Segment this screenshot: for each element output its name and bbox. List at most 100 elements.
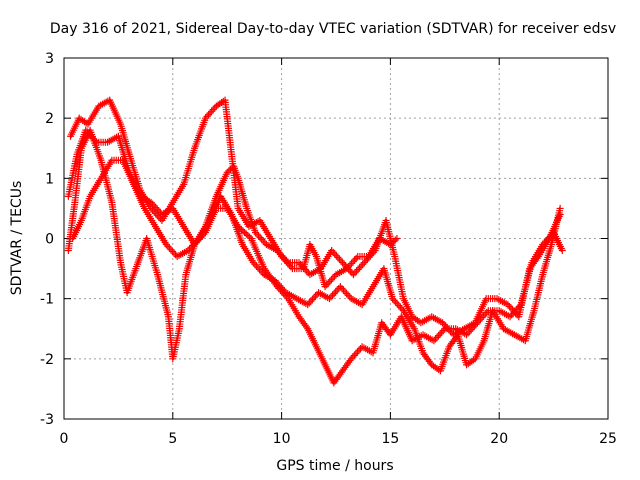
data-point bbox=[321, 283, 329, 291]
data-point bbox=[155, 207, 163, 215]
data-point bbox=[226, 165, 234, 173]
data-point bbox=[277, 283, 285, 291]
data-point bbox=[244, 231, 252, 239]
data-point bbox=[354, 265, 362, 273]
data-point bbox=[338, 284, 346, 292]
data-point bbox=[330, 290, 338, 298]
data-point bbox=[201, 114, 209, 122]
data-point bbox=[257, 267, 265, 275]
chart-title: Day 316 of 2021, Sidereal Day-to-day VTE… bbox=[50, 21, 616, 37]
data-point bbox=[442, 322, 450, 330]
data-point bbox=[279, 285, 287, 293]
data-point bbox=[302, 323, 310, 331]
y-tick-label: 2 bbox=[45, 111, 54, 127]
data-point bbox=[558, 247, 566, 255]
data-point bbox=[310, 294, 318, 302]
data-point bbox=[329, 274, 337, 282]
data-point bbox=[308, 296, 316, 304]
x-tick-label: 10 bbox=[273, 431, 291, 447]
data-point bbox=[353, 348, 361, 356]
data-point bbox=[153, 205, 161, 213]
x-tick-label: 15 bbox=[381, 431, 399, 447]
data-point bbox=[82, 126, 90, 134]
data-point bbox=[209, 106, 217, 114]
data-point bbox=[339, 286, 347, 294]
data-point bbox=[353, 267, 361, 275]
data-point bbox=[251, 228, 259, 236]
data-point bbox=[349, 271, 357, 279]
data-point bbox=[439, 319, 447, 327]
data-point bbox=[355, 346, 363, 354]
data-point bbox=[276, 282, 284, 290]
data-point bbox=[336, 283, 344, 291]
data-point bbox=[323, 281, 331, 289]
x-tick-label: 25 bbox=[599, 431, 617, 447]
data-point bbox=[278, 252, 286, 260]
data-point bbox=[349, 258, 357, 266]
y-tick-label: 0 bbox=[45, 232, 54, 248]
data-point bbox=[206, 109, 214, 117]
data-point bbox=[246, 233, 254, 241]
data-point bbox=[389, 295, 397, 303]
data-point bbox=[242, 230, 250, 238]
x-tick-label: 0 bbox=[60, 431, 69, 447]
data-point bbox=[186, 245, 194, 253]
data-point bbox=[556, 204, 564, 212]
data-point bbox=[85, 130, 93, 138]
data-point bbox=[340, 260, 348, 268]
data-point bbox=[398, 305, 406, 313]
data-point bbox=[392, 298, 400, 306]
plot-frame bbox=[63, 57, 609, 420]
data-point bbox=[363, 255, 371, 263]
data-point bbox=[256, 265, 264, 273]
data-point bbox=[287, 263, 295, 271]
data-point bbox=[337, 257, 345, 265]
data-point bbox=[341, 288, 349, 296]
data-point bbox=[165, 244, 173, 252]
series-track-3 bbox=[69, 156, 564, 375]
data-point bbox=[344, 291, 352, 299]
grid-layer bbox=[64, 58, 608, 419]
data-point bbox=[533, 254, 541, 262]
data-point bbox=[463, 331, 471, 339]
data-point bbox=[334, 253, 342, 261]
data-point bbox=[301, 265, 309, 273]
data-point bbox=[347, 355, 355, 363]
data-point bbox=[440, 320, 448, 328]
data-point bbox=[356, 264, 364, 272]
data-point bbox=[393, 300, 401, 308]
data-point bbox=[279, 253, 287, 261]
data-point bbox=[362, 257, 370, 265]
data-point bbox=[395, 302, 403, 310]
data-point bbox=[239, 227, 247, 235]
data-point bbox=[295, 259, 303, 267]
data-point bbox=[259, 237, 267, 245]
data-point bbox=[439, 326, 447, 334]
data-point bbox=[431, 335, 439, 343]
data-point bbox=[335, 255, 343, 263]
data-point bbox=[357, 262, 365, 270]
data-point bbox=[86, 131, 94, 139]
data-point bbox=[391, 236, 399, 244]
data-point bbox=[162, 241, 170, 249]
data-point bbox=[505, 302, 513, 310]
data-point bbox=[255, 232, 263, 240]
data-point bbox=[327, 276, 335, 284]
data-point bbox=[443, 324, 451, 332]
data-point bbox=[333, 286, 341, 294]
data-point bbox=[307, 297, 315, 305]
data-point bbox=[351, 256, 359, 264]
x-tick-label: 20 bbox=[490, 431, 508, 447]
data-point bbox=[91, 137, 99, 145]
data-point bbox=[152, 204, 160, 212]
data-point bbox=[480, 312, 488, 320]
y-axis-ticks: -3 -2 -1 0 1 2 3 bbox=[40, 51, 608, 428]
data-point bbox=[325, 295, 333, 303]
data-point bbox=[352, 254, 360, 262]
data-point bbox=[273, 247, 281, 255]
data-point bbox=[283, 257, 291, 265]
data-point bbox=[304, 301, 312, 309]
x-axis-label: GPS time / hours bbox=[276, 458, 393, 474]
data-point bbox=[433, 333, 441, 341]
data-point bbox=[365, 253, 373, 261]
